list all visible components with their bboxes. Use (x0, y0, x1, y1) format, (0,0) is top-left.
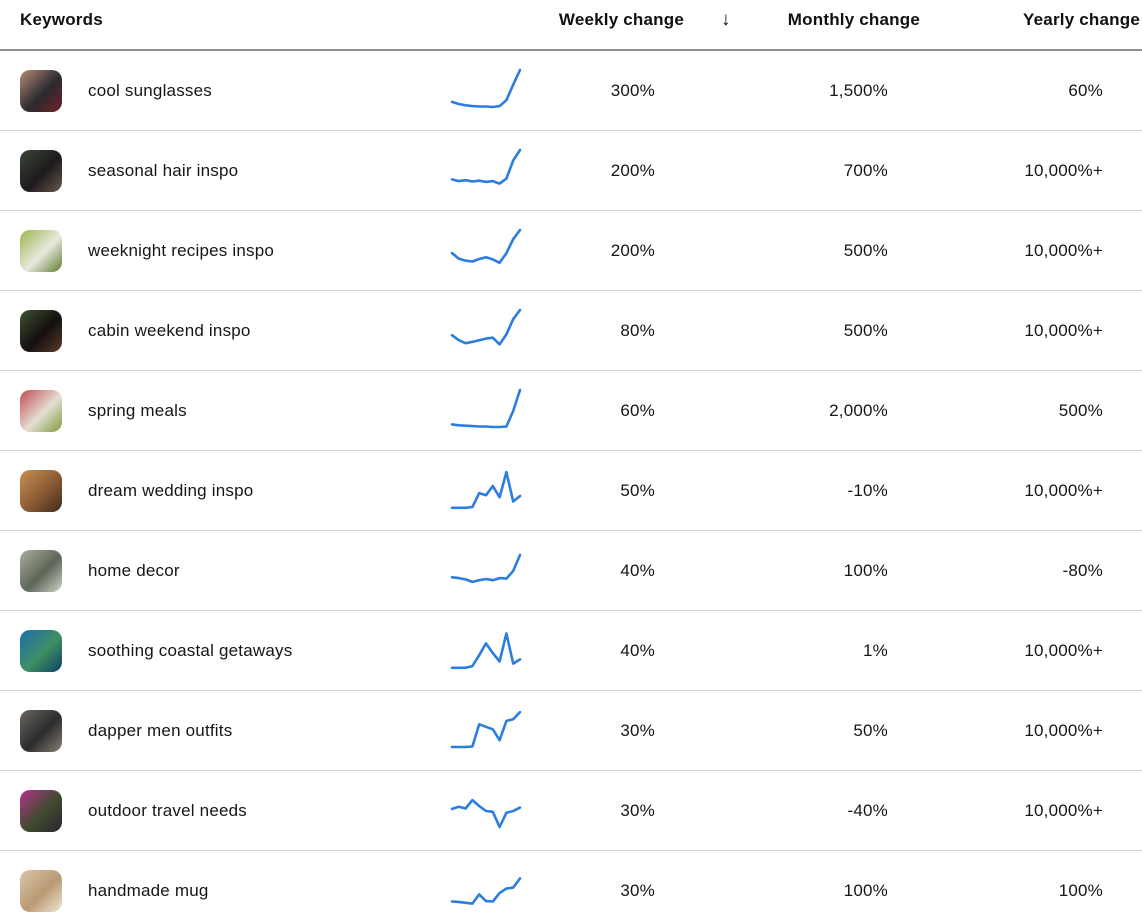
monthly-change-value: 2,000% (829, 400, 888, 420)
thumbnail-cell (0, 789, 88, 832)
yearly-change-value: 10,000%+ (1024, 160, 1103, 180)
keyword-row[interactable]: outdoor travel needs 30% -40% 10,000%+ (0, 771, 1142, 851)
keyword-label: seasonal hair inspo (88, 160, 239, 180)
sort-descending-icon[interactable]: ↓ (721, 9, 731, 30)
thumbnail-cell (0, 869, 88, 912)
keyword-row[interactable]: seasonal hair inspo 200% 700% 10,000%+ (0, 131, 1142, 211)
keyword-thumbnail (20, 469, 62, 512)
weekly-change-value: 40% (620, 640, 655, 660)
yearly-change-value: 10,000%+ (1024, 320, 1103, 340)
keyword-row[interactable]: weeknight recipes inspo 200% 500% 10,000… (0, 211, 1142, 291)
weekly-change-value: 30% (620, 800, 655, 820)
thumbnail-cell (0, 309, 88, 352)
weekly-change-value: 300% (610, 80, 655, 100)
yearly-change-value: 10,000%+ (1024, 640, 1103, 660)
keyword-label: home decor (88, 560, 180, 580)
keyword-row[interactable]: soothing coastal getaways 40% 1% 10,000%… (0, 611, 1142, 691)
keyword-thumbnail (20, 869, 62, 912)
monthly-change-value: 500% (843, 320, 888, 340)
keyword-rows: cool sunglasses 300% 1,500% 60% seasonal… (0, 51, 1142, 922)
monthly-change-value: 50% (853, 720, 888, 740)
weekly-change-value: 60% (620, 400, 655, 420)
monthly-change-value: -40% (847, 800, 888, 820)
keyword-row[interactable]: handmade mug 30% 100% 100% (0, 851, 1142, 922)
keyword-row[interactable]: dapper men outfits 30% 50% 10,000%+ (0, 691, 1142, 771)
weekly-change-value: 30% (620, 720, 655, 740)
yearly-change-value: 10,000%+ (1024, 720, 1103, 740)
keyword-row[interactable]: cabin weekend inspo 80% 500% 10,000%+ (0, 291, 1142, 371)
column-header-weekly-change[interactable]: Weekly change (558, 10, 684, 29)
trend-sparkline (450, 467, 522, 515)
weekly-change-value: 80% (620, 320, 655, 340)
column-header-yearly-change[interactable]: Yearly change (1023, 10, 1140, 29)
keyword-thumbnail (20, 789, 62, 832)
keyword-thumbnail (20, 309, 62, 352)
keyword-thumbnail (20, 229, 62, 272)
monthly-change-value: 100% (843, 880, 888, 900)
column-header-keywords: Keywords (20, 10, 103, 29)
thumbnail-cell (0, 629, 88, 672)
yearly-change-value: 10,000%+ (1024, 480, 1103, 500)
thumbnail-cell (0, 69, 88, 112)
yearly-change-value: 500% (1058, 400, 1103, 420)
trend-sparkline (450, 867, 522, 915)
thumbnail-cell (0, 149, 88, 192)
keyword-thumbnail (20, 549, 62, 592)
keyword-label: weeknight recipes inspo (88, 240, 275, 260)
thumbnail-cell (0, 709, 88, 752)
trend-sparkline (450, 307, 522, 355)
trend-sparkline (450, 387, 522, 435)
keyword-thumbnail (20, 69, 62, 112)
thumbnail-cell (0, 469, 88, 512)
keyword-label: cool sunglasses (88, 80, 212, 100)
weekly-change-value: 30% (620, 880, 655, 900)
weekly-change-value: 200% (610, 160, 655, 180)
trend-sparkline (450, 227, 522, 275)
monthly-change-value: 700% (843, 160, 888, 180)
trend-sparkline (450, 787, 522, 835)
monthly-change-value: 1% (863, 640, 888, 660)
trend-sparkline (450, 147, 522, 195)
thumbnail-cell (0, 549, 88, 592)
weekly-change-value: 40% (620, 560, 655, 580)
keyword-thumbnail (20, 629, 62, 672)
keyword-label: handmade mug (88, 880, 209, 900)
keyword-thumbnail (20, 389, 62, 432)
trend-sparkline (450, 707, 522, 755)
keyword-label: cabin weekend inspo (88, 320, 251, 340)
keyword-row[interactable]: dream wedding inspo 50% -10% 10,000%+ (0, 451, 1142, 531)
yearly-change-value: 10,000%+ (1024, 800, 1103, 820)
yearly-change-value: -80% (1062, 560, 1103, 580)
keyword-label: dapper men outfits (88, 720, 233, 740)
keyword-thumbnail (20, 149, 62, 192)
weekly-change-value: 50% (620, 480, 655, 500)
trend-sparkline (450, 547, 522, 595)
keyword-row[interactable]: spring meals 60% 2,000% 500% (0, 371, 1142, 451)
monthly-change-value: 500% (843, 240, 888, 260)
trend-sparkline (450, 67, 522, 115)
keyword-thumbnail (20, 709, 62, 752)
keyword-label: soothing coastal getaways (88, 640, 293, 660)
column-header-monthly-change[interactable]: Monthly change (787, 10, 920, 29)
yearly-change-value: 100% (1058, 880, 1103, 900)
keyword-label: outdoor travel needs (88, 800, 247, 820)
yearly-change-value: 60% (1068, 80, 1103, 100)
monthly-change-value: -10% (847, 480, 888, 500)
monthly-change-value: 1,500% (829, 80, 888, 100)
trend-sparkline (450, 627, 522, 675)
weekly-change-value: 200% (610, 240, 655, 260)
keyword-row[interactable]: cool sunglasses 300% 1,500% 60% (0, 51, 1142, 131)
yearly-change-value: 10,000%+ (1024, 240, 1103, 260)
keyword-row[interactable]: home decor 40% 100% -80% (0, 531, 1142, 611)
keyword-label: spring meals (88, 400, 187, 420)
thumbnail-cell (0, 389, 88, 432)
keyword-label: dream wedding inspo (88, 480, 254, 500)
thumbnail-cell (0, 229, 88, 272)
monthly-change-value: 100% (843, 560, 888, 580)
table-header: Keywords Weekly change ↓ Monthly change … (0, 0, 1142, 51)
